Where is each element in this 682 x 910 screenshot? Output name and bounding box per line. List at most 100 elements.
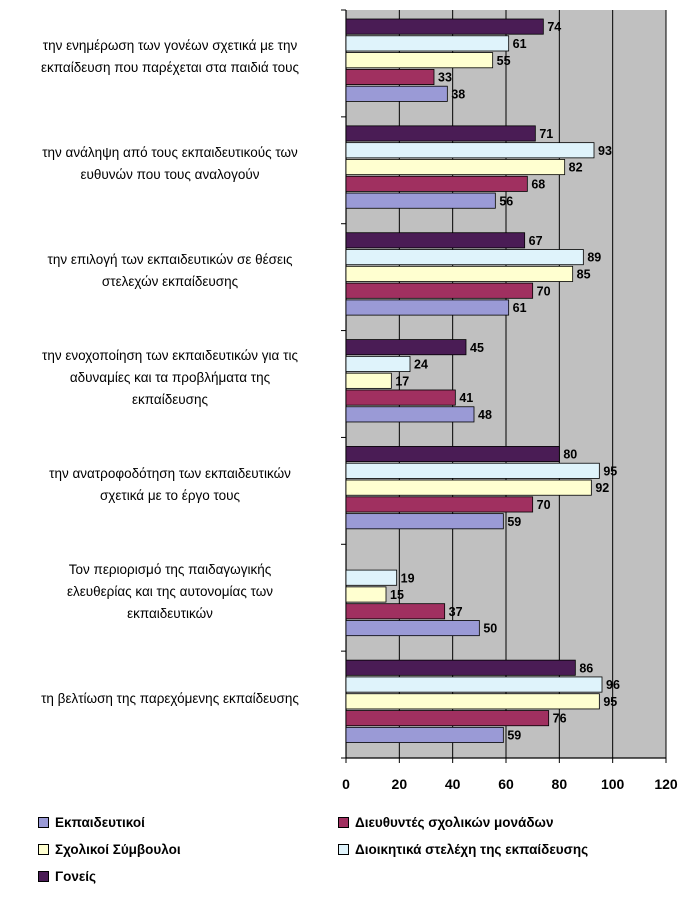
bar-value-label: 59 bbox=[507, 515, 521, 529]
x-tick-label: 80 bbox=[552, 776, 568, 792]
bar bbox=[345, 265, 574, 282]
legend-item: Γονείς bbox=[38, 869, 96, 884]
bar-value-label: 86 bbox=[579, 661, 593, 675]
bar-value-label: 85 bbox=[577, 268, 591, 282]
bar-value-label: 61 bbox=[513, 301, 527, 315]
bar-value-label: 45 bbox=[470, 341, 484, 355]
bar bbox=[345, 232, 526, 249]
bar-value-label: 56 bbox=[499, 194, 513, 208]
bar-value-label: 48 bbox=[478, 408, 492, 422]
category-label: την ανατροφοδότηση των εκπαιδευτικών σχετ… bbox=[0, 463, 340, 507]
bar-value-label: 33 bbox=[438, 71, 452, 85]
bar-value-label: 50 bbox=[483, 622, 497, 636]
legend-label: Εκπαιδευτικοί bbox=[55, 815, 145, 830]
category-label: την επιλογή των εκπαιδευτικών σε θέσεις σ… bbox=[0, 249, 340, 293]
category-label-line: την επιλογή των εκπαιδευτικών σε θέσεις bbox=[47, 252, 293, 268]
legend-swatch bbox=[38, 871, 49, 882]
bar-chart: 0 20 40 60 80 100 1207461553338719382685667898… bbox=[341, 9, 678, 792]
x-tick-label: 100 bbox=[601, 776, 625, 792]
legend-label: Διευθυντές σχολικών μονάδων bbox=[355, 815, 554, 830]
bar-value-label: 41 bbox=[459, 391, 473, 405]
legend: Εκπαιδευτικοί Διευθυντές σχολικών μονάδων… bbox=[38, 815, 648, 893]
bar bbox=[345, 676, 603, 693]
bar bbox=[345, 142, 595, 159]
legend-item: Εκπαιδευτικοί bbox=[38, 815, 145, 830]
bar-value-label: 19 bbox=[401, 571, 415, 585]
x-tick-label: 120 bbox=[654, 776, 678, 792]
bar-value-label: 89 bbox=[587, 251, 601, 265]
bar bbox=[345, 513, 504, 530]
bar bbox=[345, 569, 398, 586]
bar bbox=[345, 192, 496, 209]
bar bbox=[345, 249, 584, 266]
bar bbox=[345, 69, 435, 86]
bar bbox=[345, 620, 480, 637]
bar bbox=[345, 85, 448, 102]
bar-value-label: 93 bbox=[598, 144, 612, 158]
bar bbox=[345, 339, 467, 356]
bar bbox=[345, 659, 576, 676]
bar-value-label: 95 bbox=[603, 695, 617, 709]
legend-label: Διοικητικά στελέχη της εκπαίδευσης bbox=[355, 842, 589, 857]
bar-value-label: 71 bbox=[539, 127, 553, 141]
bar-value-label: 61 bbox=[513, 37, 527, 51]
legend-item: Σχολικοί Σύμβουλοι bbox=[38, 842, 181, 857]
bar-value-label: 55 bbox=[497, 54, 511, 68]
bar bbox=[345, 693, 600, 710]
bar-value-label: 80 bbox=[563, 448, 577, 462]
x-tick-label: 40 bbox=[445, 776, 461, 792]
x-tick-label: 60 bbox=[498, 776, 514, 792]
bar bbox=[345, 18, 544, 35]
bar bbox=[345, 355, 411, 372]
bar bbox=[345, 446, 560, 463]
bar-value-label: 59 bbox=[507, 729, 521, 743]
bar-value-label: 37 bbox=[449, 605, 463, 619]
category-label-line: ευθυνών που τους αναλογούν bbox=[80, 167, 260, 183]
x-tick-label: 0 bbox=[342, 776, 350, 792]
bar bbox=[345, 299, 510, 316]
bar bbox=[345, 35, 510, 52]
bar-value-label: 74 bbox=[547, 20, 561, 34]
legend-swatch bbox=[338, 844, 349, 855]
category-label-line: αδυναμίες και τα προβλήματα της bbox=[69, 370, 271, 385]
category-label: την ενοχοποίηση των εκπαιδευτικών για τι… bbox=[0, 345, 340, 411]
bar-value-label: 70 bbox=[537, 284, 551, 298]
bar bbox=[345, 125, 536, 142]
bar-value-label: 82 bbox=[569, 161, 583, 175]
category-label-line: την ενημέρωση των γονέων σχετικά με την bbox=[42, 38, 298, 54]
category-label-line: στελεχών εκπαίδευσης bbox=[101, 274, 239, 290]
bar bbox=[345, 389, 456, 406]
bar bbox=[345, 159, 566, 176]
bar-value-label: 96 bbox=[606, 678, 620, 692]
bar-value-label: 95 bbox=[603, 464, 617, 478]
bar bbox=[345, 372, 392, 389]
legend-label: Γονείς bbox=[55, 869, 97, 884]
category-label: την ενημέρωση των γονέων σχετικά με την ε… bbox=[0, 35, 340, 79]
bar bbox=[345, 603, 446, 620]
category-label-line: εκπαίδευσης bbox=[132, 392, 208, 407]
category-label: τη βελτίωση της παρεχόμενης εκπαίδευσης bbox=[0, 688, 340, 710]
bar-value-label: 92 bbox=[595, 481, 609, 495]
category-label-line: ελευθερίας και της αυτονομίας των bbox=[66, 583, 274, 599]
bar-value-label: 17 bbox=[395, 374, 409, 388]
legend-swatch bbox=[338, 817, 349, 828]
bar bbox=[345, 496, 534, 513]
bar-value-label: 76 bbox=[553, 712, 567, 726]
bar-value-label: 38 bbox=[451, 87, 465, 101]
legend-swatch bbox=[38, 844, 49, 855]
bar-value-label: 68 bbox=[531, 177, 545, 191]
bar bbox=[345, 726, 504, 743]
bar-value-label: 67 bbox=[529, 234, 543, 248]
category-label: την ανάληψη από τους εκπαιδευτικούς των ε… bbox=[0, 142, 340, 186]
legend-swatch bbox=[38, 817, 49, 828]
category-label-line: Τον περιορισμό της παιδαγωγικής bbox=[68, 561, 272, 577]
x-tick-label: 20 bbox=[392, 776, 408, 792]
category-label-line: τη βελτίωση της παρεχόμενης εκπαίδευσης bbox=[41, 690, 299, 706]
category-label: Τον περιορισμό της παιδαγωγικής ελευθερία… bbox=[0, 559, 340, 625]
bar bbox=[345, 282, 534, 299]
bar bbox=[345, 175, 528, 192]
bar bbox=[345, 406, 475, 423]
bar bbox=[345, 479, 592, 496]
category-label-line: σχετικά με το έργο τους bbox=[99, 487, 241, 503]
category-label-line: την ανάληψη από τους εκπαιδευτικούς των bbox=[42, 145, 298, 161]
